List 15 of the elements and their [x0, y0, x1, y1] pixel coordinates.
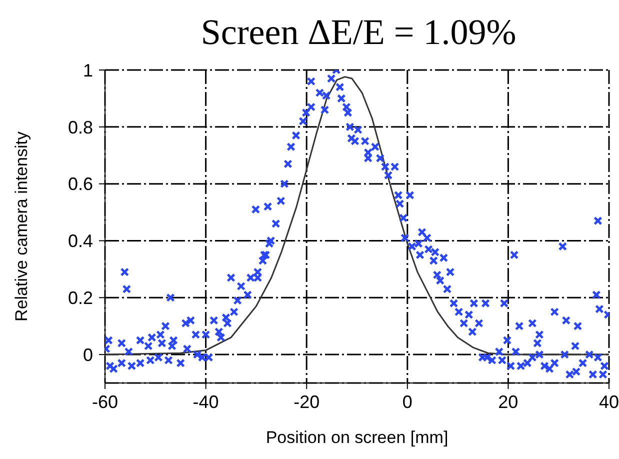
y-tick-label: 0.2 — [68, 288, 93, 308]
chart-title: Screen ΔE/E = 1.09% — [200, 11, 518, 54]
x-tick-label: 0 — [402, 392, 412, 412]
x-tick-label: -40 — [192, 392, 219, 412]
y-tick-label: 1 — [82, 60, 93, 80]
y-tick-label: 0.6 — [68, 174, 93, 194]
y-tick-label: 0 — [82, 344, 93, 365]
y-tick-label: 0.8 — [68, 117, 93, 138]
x-tick-label: 40 — [598, 392, 619, 412]
x-tick-label: -20 — [294, 392, 320, 412]
x-axis-title: Position on screen [mm] — [266, 428, 448, 447]
y-tick-label: 0.4 — [68, 231, 93, 252]
y-axis-title: Relative camera intensity — [12, 131, 32, 322]
x-tick-label: 20 — [498, 392, 518, 412]
x-tick-label: -60 — [92, 392, 118, 412]
